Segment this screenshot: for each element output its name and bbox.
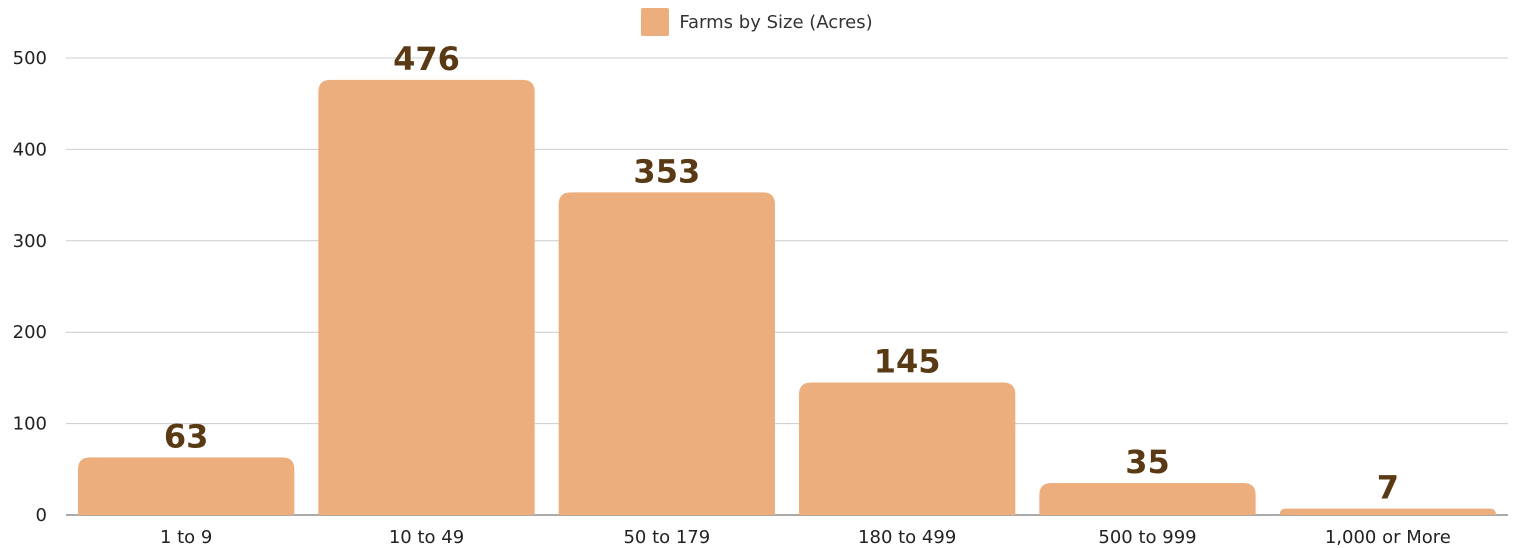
data-label: 63	[164, 417, 209, 455]
legend-swatch	[641, 8, 670, 36]
legend-label: Farms by Size (Acres)	[679, 11, 873, 33]
x-tick-label: 500 to 999	[1098, 527, 1196, 548]
y-tick-label: 500	[13, 48, 47, 69]
bar	[318, 79, 535, 515]
y-tick-label: 100	[13, 414, 47, 435]
data-label: 353	[633, 152, 700, 190]
bar	[78, 457, 295, 515]
y-tick-label: 400	[13, 139, 47, 160]
bar	[1039, 483, 1256, 515]
bar	[1279, 508, 1496, 515]
data-label: 476	[393, 40, 460, 78]
y-tick-label: 0	[36, 505, 47, 526]
x-tick-label: 50 to 179	[623, 527, 710, 548]
legend: Farms by Size (Acres)	[0, 8, 1514, 36]
x-tick-label: 1,000 or More	[1325, 527, 1451, 548]
bar	[799, 382, 1016, 515]
data-label: 145	[874, 342, 941, 380]
x-tick-label: 1 to 9	[160, 527, 212, 548]
y-tick-label: 300	[13, 231, 47, 252]
bar	[558, 192, 775, 515]
y-tick-label: 200	[13, 322, 47, 343]
x-tick-label: 180 to 499	[858, 527, 956, 548]
data-label: 35	[1125, 443, 1170, 481]
data-label: 7	[1377, 469, 1399, 507]
x-tick-label: 10 to 49	[389, 527, 464, 548]
